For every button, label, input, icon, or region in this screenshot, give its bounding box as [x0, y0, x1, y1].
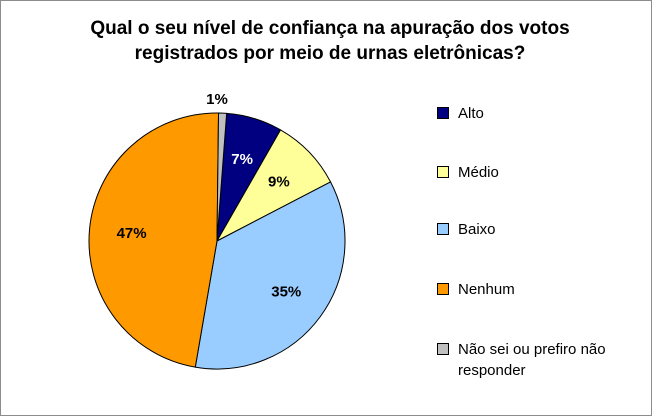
legend-item: Nenhum: [437, 279, 628, 300]
pie-slice-não: [216, 112, 228, 242]
legend-swatch: [437, 107, 449, 119]
data-label: 1%: [206, 91, 228, 108]
data-label: 9%: [268, 174, 290, 191]
legend-swatch: [437, 166, 449, 178]
legend-label: Baixo: [458, 221, 496, 238]
legend-item: Alto: [437, 103, 628, 124]
data-label: 7%: [231, 151, 253, 168]
legend-swatch: [437, 343, 449, 355]
legend-label: Alto: [458, 105, 484, 122]
chart-title: Qual o seu nível de confiança na apuraçã…: [90, 18, 570, 64]
pie-slice-baixo: [194, 181, 346, 370]
pie-slice-nenhum: [88, 112, 220, 368]
legend-swatch: [437, 223, 449, 235]
data-label: 47%: [117, 225, 147, 242]
legend-item: Médio: [437, 162, 628, 183]
legend-swatch: [437, 283, 449, 295]
legend-label: Não sei ou prefiro não responder: [458, 341, 606, 379]
legend-label: Médio: [458, 164, 499, 181]
legend-item: Baixo: [437, 219, 628, 240]
legend-label: Nenhum: [458, 281, 515, 298]
data-label: 35%: [271, 284, 301, 301]
legend-item: Não sei ou prefiro não responder: [437, 339, 628, 381]
